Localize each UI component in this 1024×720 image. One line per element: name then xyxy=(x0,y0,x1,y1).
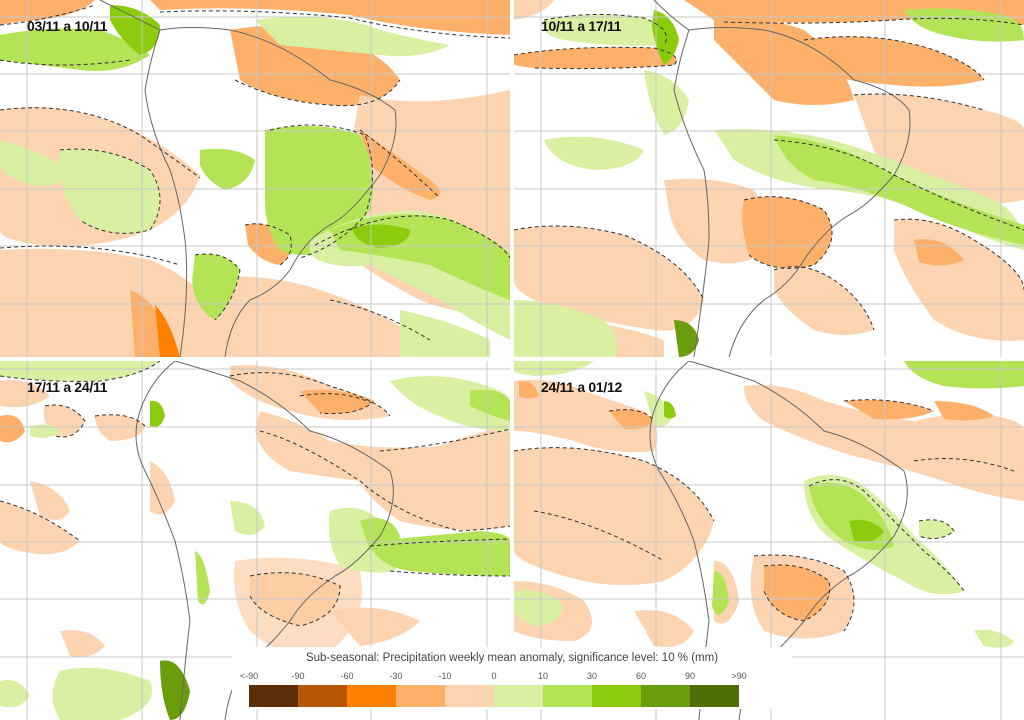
precipitation-anomaly-map xyxy=(0,0,510,357)
legend-tick: -60 xyxy=(340,671,354,681)
legend-swatch xyxy=(494,685,543,707)
lat-lon-grid xyxy=(514,0,1024,357)
lat-lon-grid xyxy=(0,0,510,357)
legend-tick: -90 xyxy=(291,671,305,681)
panel-divider-horizontal xyxy=(0,357,1024,361)
legend-tick: 90 xyxy=(684,671,696,681)
legend-tick: -10 xyxy=(438,671,452,681)
legend-tick-labels: <-90 -90 -60 -30 -10 0 10 30 60 90 >90 xyxy=(232,671,792,683)
significance-contours xyxy=(0,361,510,627)
legend-swatch xyxy=(543,685,592,707)
panel-date-label: 17/11 a 24/11 xyxy=(27,379,108,395)
legend-tick: 60 xyxy=(635,671,647,681)
south-america-coastline xyxy=(99,0,397,357)
precipitation-anomaly-map xyxy=(514,361,1024,720)
map-panel-03-11-to-10-11: 03/11 a 10/11 xyxy=(0,0,510,357)
precipitation-anomaly-map xyxy=(0,361,510,720)
map-panel-10-11-to-17-11: 10/11 a 17/11 xyxy=(514,0,1024,357)
legend-swatch xyxy=(249,685,298,707)
colorbar-legend: Sub-seasonal: Precipitation weekly mean … xyxy=(232,647,792,709)
legend-swatch xyxy=(445,685,494,707)
legend-swatch xyxy=(592,685,641,707)
panel-date-label: 03/11 a 10/11 xyxy=(27,18,108,34)
precipitation-anomaly-map xyxy=(514,0,1024,357)
legend-swatch xyxy=(298,685,347,707)
significance-contours xyxy=(514,13,1024,331)
panel-date-label: 10/11 a 17/11 xyxy=(541,18,622,34)
south-america-coastline xyxy=(653,0,911,357)
lat-lon-grid xyxy=(514,361,1024,720)
legend-swatch xyxy=(641,685,690,707)
legend-title: Sub-seasonal: Precipitation weekly mean … xyxy=(305,652,719,664)
significance-contours xyxy=(0,4,510,341)
legend-tick: -30 xyxy=(389,671,403,681)
panel-date-label: 24/11 a 01/12 xyxy=(541,379,622,395)
legend-tick: 0 xyxy=(491,671,497,681)
legend-swatch xyxy=(690,685,739,707)
significance-contours xyxy=(514,399,1015,632)
legend-swatch xyxy=(347,685,396,707)
legend-tick: >90 xyxy=(731,671,747,681)
legend-swatch xyxy=(396,685,445,707)
legend-tick: <-90 xyxy=(239,671,259,681)
legend-tick: 10 xyxy=(537,671,549,681)
legend-color-bar xyxy=(249,685,739,707)
legend-tick: 30 xyxy=(586,671,598,681)
